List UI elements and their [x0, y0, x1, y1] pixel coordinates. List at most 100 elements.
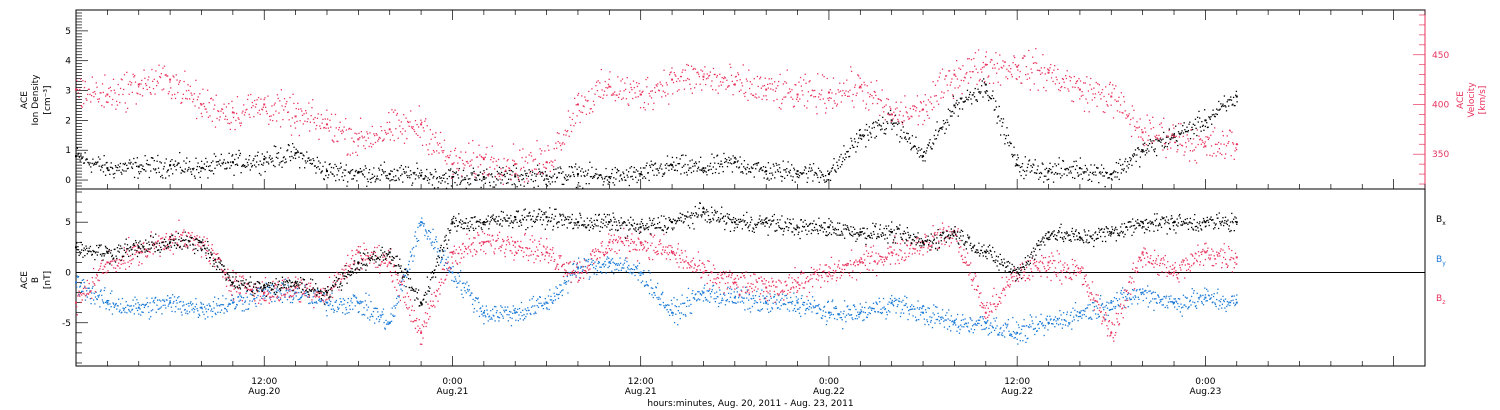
by-series-sample	[677, 310, 680, 312]
velocity-series-sample	[1203, 143, 1206, 145]
density-series-sample	[784, 169, 786, 171]
density-series-sample	[737, 160, 739, 162]
velocity-series-sample	[788, 92, 790, 94]
velocity-series-sample	[741, 82, 743, 84]
by-series-sample	[504, 306, 506, 308]
by-series-sample	[690, 303, 692, 306]
density-series-sample	[1071, 166, 1073, 168]
by-series-sample	[434, 246, 436, 249]
velocity-series-sample	[231, 100, 233, 103]
velocity-series-sample	[361, 135, 363, 137]
density-series-sample	[921, 156, 923, 158]
density-series-sample	[76, 155, 78, 157]
by-series-sample	[758, 309, 760, 312]
by-series-sample	[595, 265, 597, 267]
velocity-series-sample	[289, 96, 291, 99]
velocity-series-sample	[1173, 127, 1175, 129]
by-series-sample	[104, 287, 106, 289]
velocity-series-sample	[594, 93, 596, 95]
density-series-sample	[1040, 171, 1042, 174]
density-series-sample	[654, 163, 656, 165]
density-series-sample	[119, 166, 121, 168]
velocity-series-sample	[173, 76, 175, 78]
velocity-series-sample	[725, 88, 727, 90]
velocity-series-sample	[587, 99, 589, 102]
density-series-sample	[356, 172, 359, 174]
by-series-sample	[518, 314, 520, 316]
by-series-sample	[394, 315, 396, 317]
by-series-sample	[1003, 336, 1006, 338]
by-series-sample	[92, 299, 95, 301]
velocity-series-point	[796, 93, 799, 96]
by-series-sample	[630, 271, 632, 274]
velocity-series-sample	[674, 74, 676, 76]
density-series-sample	[919, 149, 921, 151]
by-series-sample	[783, 303, 786, 305]
density-series-sample	[169, 165, 171, 167]
density-series-sample	[243, 164, 246, 167]
density-series-sample	[416, 167, 419, 170]
density-series-sample	[646, 162, 648, 164]
velocity-series-sample	[909, 107, 912, 110]
velocity-series-sample	[348, 127, 351, 130]
by-series-sample	[335, 299, 338, 302]
velocity-series-sample	[368, 145, 370, 148]
velocity-series-sample	[1102, 111, 1104, 113]
density-series-sample	[742, 172, 744, 174]
velocity-series-sample	[526, 178, 528, 180]
by-series-sample	[465, 292, 467, 294]
by-series-sample	[375, 318, 378, 320]
by-series-sample	[633, 264, 635, 266]
density-series-sample	[296, 151, 298, 154]
density-series-sample	[747, 171, 750, 173]
velocity-series-sample	[1066, 70, 1068, 72]
velocity-series-sample	[454, 149, 456, 152]
by-series-sample	[593, 266, 595, 269]
velocity-series-sample	[1113, 88, 1115, 90]
velocity-series-sample	[716, 74, 719, 77]
by-series-sample	[593, 273, 595, 275]
velocity-series-sample	[328, 130, 330, 132]
velocity-series-sample	[1119, 104, 1122, 106]
density-series-sample	[186, 170, 189, 172]
density-series-sample	[249, 169, 251, 171]
by-series-sample	[525, 309, 528, 312]
velocity-series-sample	[726, 79, 728, 81]
by-series-sample	[945, 319, 947, 321]
velocity-series-sample	[1175, 135, 1177, 137]
by-series-sample	[887, 310, 890, 312]
density-series-sample	[315, 172, 317, 174]
density-series-sample	[882, 116, 884, 119]
by-series-sample	[574, 270, 577, 272]
velocity-series-sample	[1210, 145, 1213, 147]
velocity-series-sample	[810, 95, 812, 97]
velocity-series-sample	[163, 65, 166, 67]
by-series-sample	[882, 297, 885, 300]
velocity-series-sample	[1062, 78, 1064, 81]
density-series-sample	[1139, 156, 1142, 158]
by-series-sample	[754, 300, 756, 302]
density-series-sample	[656, 168, 659, 170]
by-series-sample	[643, 270, 645, 272]
by-series-sample	[926, 321, 929, 323]
density-series-sample	[786, 168, 788, 170]
velocity-series-sample	[217, 110, 220, 113]
velocity-series-sample	[99, 92, 101, 94]
by-series-sample	[493, 315, 495, 317]
velocity-series-sample	[944, 78, 946, 80]
density-series-sample	[306, 160, 309, 162]
density-series-sample	[1086, 167, 1088, 170]
density-series-sample	[1095, 166, 1098, 169]
density-series-sample	[200, 170, 202, 172]
density-series-sample	[541, 175, 543, 177]
density-series-sample	[585, 183, 587, 185]
density-series-sample	[711, 172, 714, 175]
by-series-sample	[379, 314, 381, 316]
velocity-series-sample	[978, 80, 981, 82]
by-series-sample	[767, 303, 769, 305]
by-series-sample	[217, 311, 219, 313]
by-series-sample	[668, 304, 670, 306]
by-series-sample	[457, 272, 459, 274]
velocity-series-sample	[999, 84, 1002, 86]
density-series-sample	[446, 178, 448, 180]
